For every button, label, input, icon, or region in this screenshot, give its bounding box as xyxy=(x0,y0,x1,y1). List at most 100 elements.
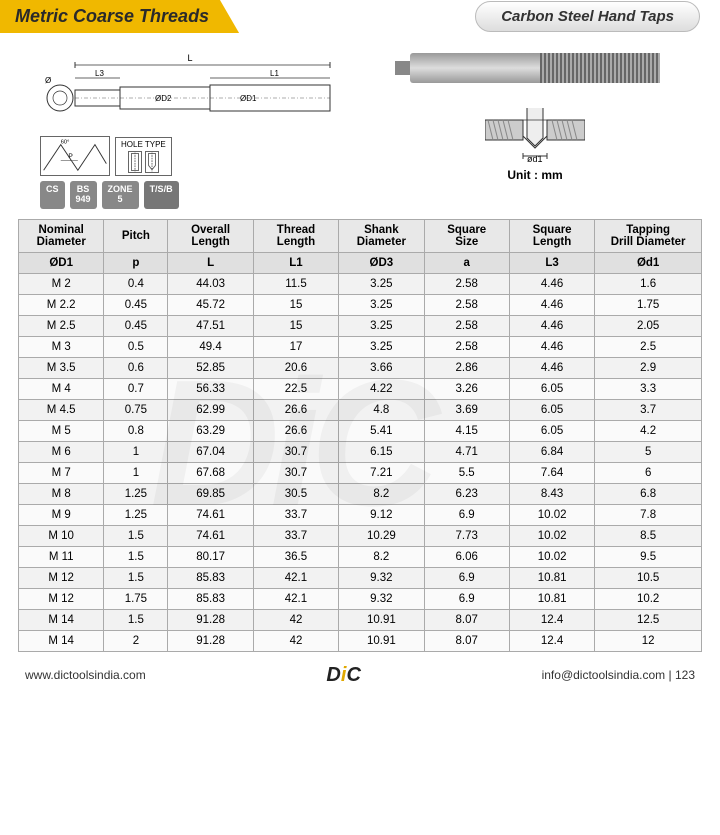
table-cell: 4.22 xyxy=(339,378,424,399)
table-cell: M 7 xyxy=(19,462,104,483)
table-cell: 91.28 xyxy=(168,630,253,651)
table-cell: 7.21 xyxy=(339,462,424,483)
svg-text:ØD2: ØD2 xyxy=(155,94,172,103)
table-cell: 3.25 xyxy=(339,336,424,357)
table-cell: M 3.5 xyxy=(19,357,104,378)
table-cell: 33.7 xyxy=(253,504,338,525)
table-cell: 42.1 xyxy=(253,567,338,588)
table-cell: 26.6 xyxy=(253,420,338,441)
table-cell: 9.32 xyxy=(339,567,424,588)
table-cell: 6.05 xyxy=(509,378,594,399)
table-row: M 121.7585.8342.19.326.910.8110.2 xyxy=(19,588,702,609)
table-cell: 42.1 xyxy=(253,588,338,609)
svg-text:L3: L3 xyxy=(95,69,104,78)
table-row: M 7167.6830.77.215.57.646 xyxy=(19,462,702,483)
table-cell: 2.05 xyxy=(595,315,702,336)
table-cell: 69.85 xyxy=(168,483,253,504)
table-cell: 8.2 xyxy=(339,546,424,567)
table-cell: 4.46 xyxy=(509,294,594,315)
table-cell: 0.5 xyxy=(104,336,168,357)
svg-text:L: L xyxy=(187,53,192,63)
table-cell: 10.91 xyxy=(339,609,424,630)
table-cell: 2.58 xyxy=(424,273,509,294)
table-cell: 42 xyxy=(253,630,338,651)
table-cell: 10.2 xyxy=(595,588,702,609)
table-cell: 10.91 xyxy=(339,630,424,651)
table-row: M 81.2569.8530.58.26.238.436.8 xyxy=(19,483,702,504)
table-cell: 52.85 xyxy=(168,357,253,378)
table-cell: 8.07 xyxy=(424,609,509,630)
table-cell: 2.5 xyxy=(595,336,702,357)
table-cell: 7.64 xyxy=(509,462,594,483)
table-cell: M 4.5 xyxy=(19,399,104,420)
table-cell: 3.7 xyxy=(595,399,702,420)
table-cell: 15 xyxy=(253,294,338,315)
table-cell: 10.29 xyxy=(339,525,424,546)
table-cell: 6.9 xyxy=(424,567,509,588)
table-row: M 30.549.4173.252.584.462.5 xyxy=(19,336,702,357)
table-cell: M 6 xyxy=(19,441,104,462)
table-cell: 8.5 xyxy=(595,525,702,546)
column-header: SquareLength xyxy=(509,219,594,252)
table-cell: 6.06 xyxy=(424,546,509,567)
table-cell: 5.41 xyxy=(339,420,424,441)
table-cell: 0.6 xyxy=(104,357,168,378)
column-header: OverallLength xyxy=(168,219,253,252)
table-row: M 101.574.6133.710.297.7310.028.5 xyxy=(19,525,702,546)
table-cell: 10.5 xyxy=(595,567,702,588)
table-cell: 4.71 xyxy=(424,441,509,462)
table-cell: 3.25 xyxy=(339,315,424,336)
table-cell: 1 xyxy=(104,441,168,462)
table-cell: 47.51 xyxy=(168,315,253,336)
table-cell: 6.9 xyxy=(424,588,509,609)
table-cell: 1.6 xyxy=(595,273,702,294)
table-cell: 1.75 xyxy=(595,294,702,315)
table-cell: 0.7 xyxy=(104,378,168,399)
table-row: M 3.50.652.8520.63.662.864.462.9 xyxy=(19,357,702,378)
table-cell: 4.46 xyxy=(509,273,594,294)
footer-website: www.dictoolsindia.com xyxy=(25,668,146,682)
column-header: Pitch xyxy=(104,219,168,252)
column-header: TappingDrill Diameter xyxy=(595,219,702,252)
table-cell: 7.8 xyxy=(595,504,702,525)
table-cell: 4.46 xyxy=(509,336,594,357)
column-header: NominalDiameter xyxy=(19,219,104,252)
table-cell: 0.45 xyxy=(104,294,168,315)
table-cell: 26.6 xyxy=(253,399,338,420)
table-cell: 74.61 xyxy=(168,525,253,546)
header-bar: Metric Coarse Threads Carbon Steel Hand … xyxy=(0,0,720,33)
table-cell: 1.25 xyxy=(104,504,168,525)
table-cell: 12 xyxy=(595,630,702,651)
table-cell: 1.5 xyxy=(104,525,168,546)
table-cell: 6.84 xyxy=(509,441,594,462)
table-cell: 4.8 xyxy=(339,399,424,420)
spec-badges: CS BS 949 ZONE 5 T/S/B xyxy=(40,181,350,209)
table-cell: 7.73 xyxy=(424,525,509,546)
table-header: NominalDiameterPitchOverallLengthThreadL… xyxy=(19,219,702,273)
hole-type-label: HOLE TYPE xyxy=(121,140,166,149)
table-cell: 10.81 xyxy=(509,567,594,588)
table-cell: 0.45 xyxy=(104,315,168,336)
svg-text:ØD1: ØD1 xyxy=(240,94,257,103)
table-cell: M 12 xyxy=(19,567,104,588)
svg-text:P: P xyxy=(68,153,73,160)
table-cell: 11.5 xyxy=(253,273,338,294)
through-hole-icon xyxy=(128,151,142,173)
column-subheader: L3 xyxy=(509,252,594,273)
table-row: M 2.50.4547.51153.252.584.462.05 xyxy=(19,315,702,336)
table-row: M 121.585.8342.19.326.910.8110.5 xyxy=(19,567,702,588)
table-row: M 50.863.2926.65.414.156.054.2 xyxy=(19,420,702,441)
table-cell: 33.7 xyxy=(253,525,338,546)
table-cell: 8.2 xyxy=(339,483,424,504)
table-cell: 2 xyxy=(104,630,168,651)
table-cell: 6.05 xyxy=(509,399,594,420)
footer-contact: info@dictoolsindia.com | 123 xyxy=(542,668,695,682)
table-cell: 3.26 xyxy=(424,378,509,399)
column-subheader: ØD3 xyxy=(339,252,424,273)
table-cell: 9.5 xyxy=(595,546,702,567)
table-cell: M 5 xyxy=(19,420,104,441)
right-diagrams: ød1 Unit : mm xyxy=(380,53,690,209)
table-cell: 10.02 xyxy=(509,546,594,567)
table-cell: 42 xyxy=(253,609,338,630)
table-cell: 80.17 xyxy=(168,546,253,567)
